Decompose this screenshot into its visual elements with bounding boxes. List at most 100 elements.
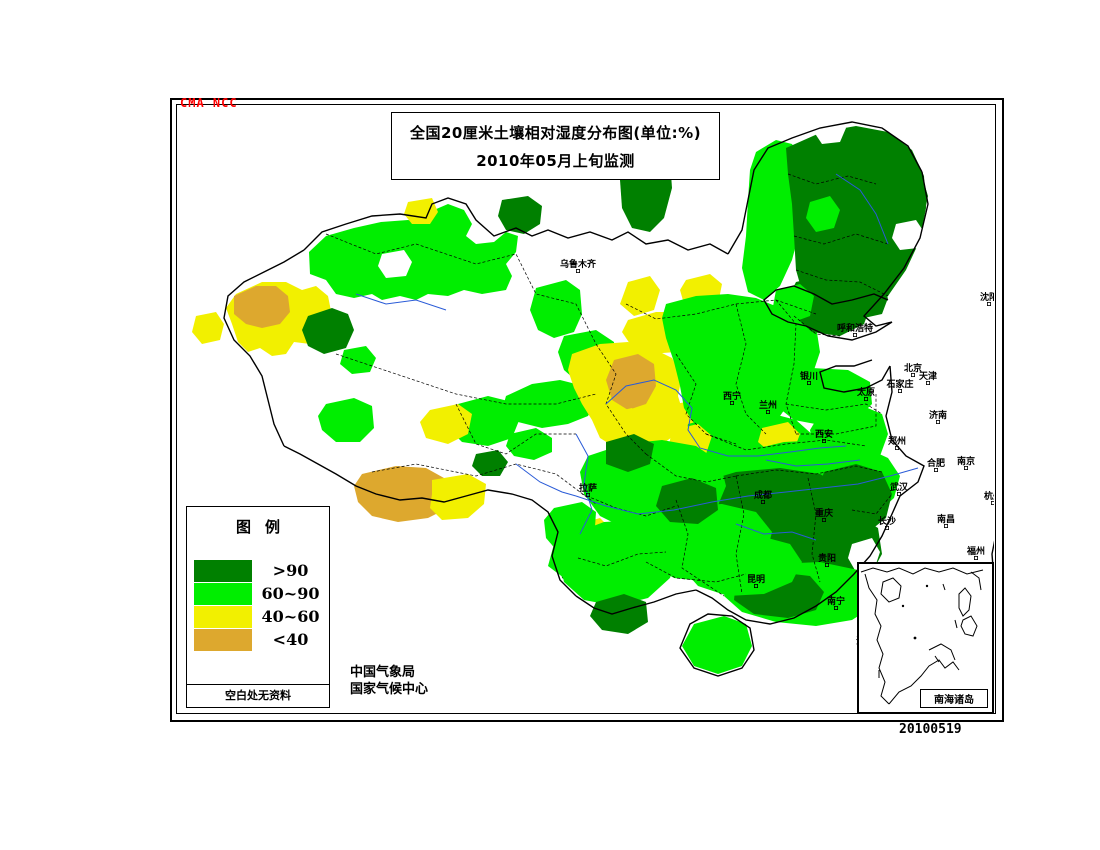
city-marker <box>730 400 735 405</box>
fill-wet-xj-e3 <box>340 346 376 374</box>
city-label: 福州 <box>966 545 985 557</box>
city-label: 呼和浩特 <box>837 322 873 334</box>
hainan-island <box>679 613 755 677</box>
city-label: 沈阳 <box>980 291 994 303</box>
inset-vietnam <box>888 659 960 705</box>
legend-label-moderate: 40~60 <box>261 607 320 626</box>
inset-taiwan-edge <box>970 571 982 591</box>
fill-dry-ningxia <box>606 354 656 410</box>
city-marker <box>991 500 994 505</box>
legend-item: <40 <box>194 628 329 651</box>
city-marker <box>766 409 771 414</box>
border-southwest <box>283 445 577 597</box>
fill-wet-yunnan-w <box>548 536 586 578</box>
inset-borneo <box>928 643 956 661</box>
city-marker <box>911 372 916 377</box>
inset-philippines-1 <box>958 587 972 617</box>
fill-wet-xj-s1 <box>318 398 374 442</box>
yellow-river <box>605 379 847 457</box>
city-marker <box>974 555 979 560</box>
river-tibet <box>575 433 593 535</box>
border-northwest <box>303 197 729 255</box>
city-marker <box>822 438 827 443</box>
city-label: 昆明 <box>747 574 765 585</box>
map-subtitle: 2010年05月上旬监测 <box>476 151 635 170</box>
map-canvas: 乌鲁木齐拉萨西宁兰州银川西安呼和浩特北京天津太原石家庄济南郑州哈尔滨长春沈阳上海… <box>176 104 994 712</box>
city-marker <box>585 492 590 497</box>
coast-east <box>695 365 925 625</box>
city-marker <box>754 583 759 588</box>
inset-line-d <box>934 655 940 663</box>
fill-wet-bohai-w <box>772 284 814 324</box>
city-label: 贵阳 <box>818 552 836 564</box>
inset-philippines-2 <box>960 615 978 637</box>
city-label: 南京 <box>957 455 975 467</box>
inset-line-a <box>942 583 946 591</box>
inset-coast-north <box>860 567 984 575</box>
city-label: 济南 <box>929 409 947 421</box>
city-marker <box>825 562 830 567</box>
city-marker <box>822 517 827 522</box>
city-marker <box>895 445 900 450</box>
city-marker <box>575 268 580 273</box>
river-xinjiang <box>355 293 447 311</box>
coast-south <box>575 589 697 615</box>
inset-coast-west <box>864 573 890 705</box>
fill-verywet-xj <box>302 308 354 354</box>
city-label: 西安 <box>815 428 833 440</box>
fill-wet-ne-notch <box>806 196 840 232</box>
coast-bohai-yellow <box>763 285 893 341</box>
legend-label-very-wet: >90 <box>272 561 309 580</box>
city-label: 长沙 <box>878 515 896 527</box>
city-label: 重庆 <box>815 507 833 519</box>
city-label: 成都 <box>754 489 772 501</box>
attribution: 中国气象局 国家气候中心 <box>350 664 428 698</box>
city-marker <box>807 380 812 385</box>
attribution-line-2: 国家气候中心 <box>350 682 429 697</box>
national-border-layer <box>223 121 994 677</box>
city-label: 南宁 <box>827 595 845 607</box>
river-se <box>735 523 817 541</box>
city-label: 杭州 <box>984 490 994 502</box>
fill-dry-tibet-lhasa <box>354 466 444 522</box>
fill-moderate-tibet <box>430 474 486 520</box>
border-northeast <box>862 171 929 327</box>
inset-label: 南海诸岛 <box>920 689 988 708</box>
fill-nodata-ne1 <box>892 220 924 250</box>
city-marker <box>898 388 903 393</box>
city-marker <box>834 605 839 610</box>
legend-rows: >90 60~90 40~60 <40 <box>187 559 329 651</box>
city-marker <box>897 491 902 496</box>
city-marker <box>936 419 941 424</box>
legend-item: 60~90 <box>194 582 329 605</box>
fill-moderate-xj-small1 <box>192 312 224 344</box>
river-layer <box>355 173 919 541</box>
china-map-svg: 乌鲁木齐拉萨西宁兰州银川西安呼和浩特北京天津太原石家庄济南郑州哈尔滨长春沈阳上海… <box>192 116 994 677</box>
fill-nodata-ne2 <box>814 116 846 144</box>
city-label: 乌鲁木齐 <box>560 258 597 270</box>
south-china-sea-inset: 南海诸岛 <box>857 562 994 714</box>
city-label: 北京 <box>904 362 922 374</box>
city-label: 兰州 <box>759 399 777 411</box>
fill-wet-tibet-n <box>506 428 552 460</box>
city-label: 石家庄 <box>885 378 913 390</box>
fill-wet-hainan <box>682 616 752 674</box>
river-ne <box>835 173 889 245</box>
legend-box: 图例 >90 60~90 40~60 <40 空白处无资料 <box>186 506 330 708</box>
fill-verywet-liaoning <box>788 274 872 336</box>
fill-moderate-qinghai <box>420 404 472 444</box>
inset-hainan <box>880 577 902 603</box>
fill-wet-xinjiang-north <box>309 204 518 300</box>
legend-swatch-dry <box>194 628 252 651</box>
city-marker <box>926 380 931 385</box>
city-marker <box>934 467 939 472</box>
city-label: 银川 <box>800 370 818 382</box>
fill-verywet-xj-e <box>498 196 542 234</box>
city-marker <box>761 499 766 504</box>
legend-footnote: 空白处无资料 <box>187 684 329 703</box>
city-label: 拉萨 <box>579 482 597 494</box>
city-marker <box>987 301 992 306</box>
city-marker <box>853 332 858 337</box>
inset-svg <box>860 567 984 705</box>
